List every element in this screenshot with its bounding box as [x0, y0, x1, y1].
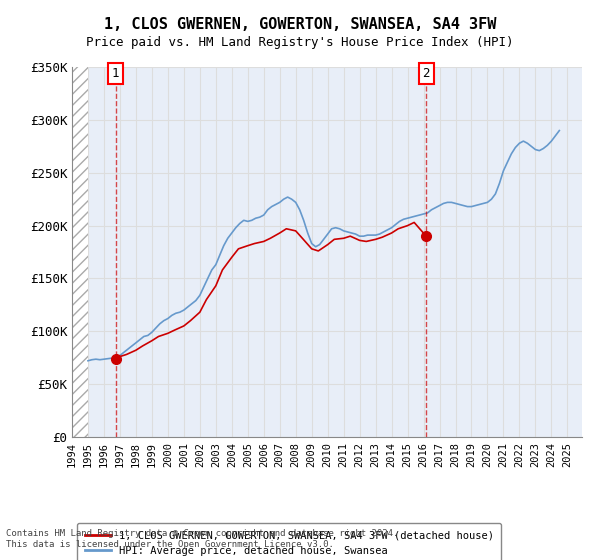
Text: 2: 2 — [422, 67, 430, 80]
Bar — [72, 67, 88, 437]
Text: 1, CLOS GWERNEN, GOWERTON, SWANSEA, SA4 3FW: 1, CLOS GWERNEN, GOWERTON, SWANSEA, SA4 … — [104, 17, 496, 32]
Text: Contains HM Land Registry data © Crown copyright and database right 2024.
This d: Contains HM Land Registry data © Crown c… — [6, 529, 398, 549]
Text: 1: 1 — [112, 67, 119, 80]
Legend: 1, CLOS GWERNEN, GOWERTON, SWANSEA, SA4 3FW (detached house), HPI: Average price: 1, CLOS GWERNEN, GOWERTON, SWANSEA, SA4 … — [77, 524, 501, 560]
Text: Price paid vs. HM Land Registry's House Price Index (HPI): Price paid vs. HM Land Registry's House … — [86, 36, 514, 49]
